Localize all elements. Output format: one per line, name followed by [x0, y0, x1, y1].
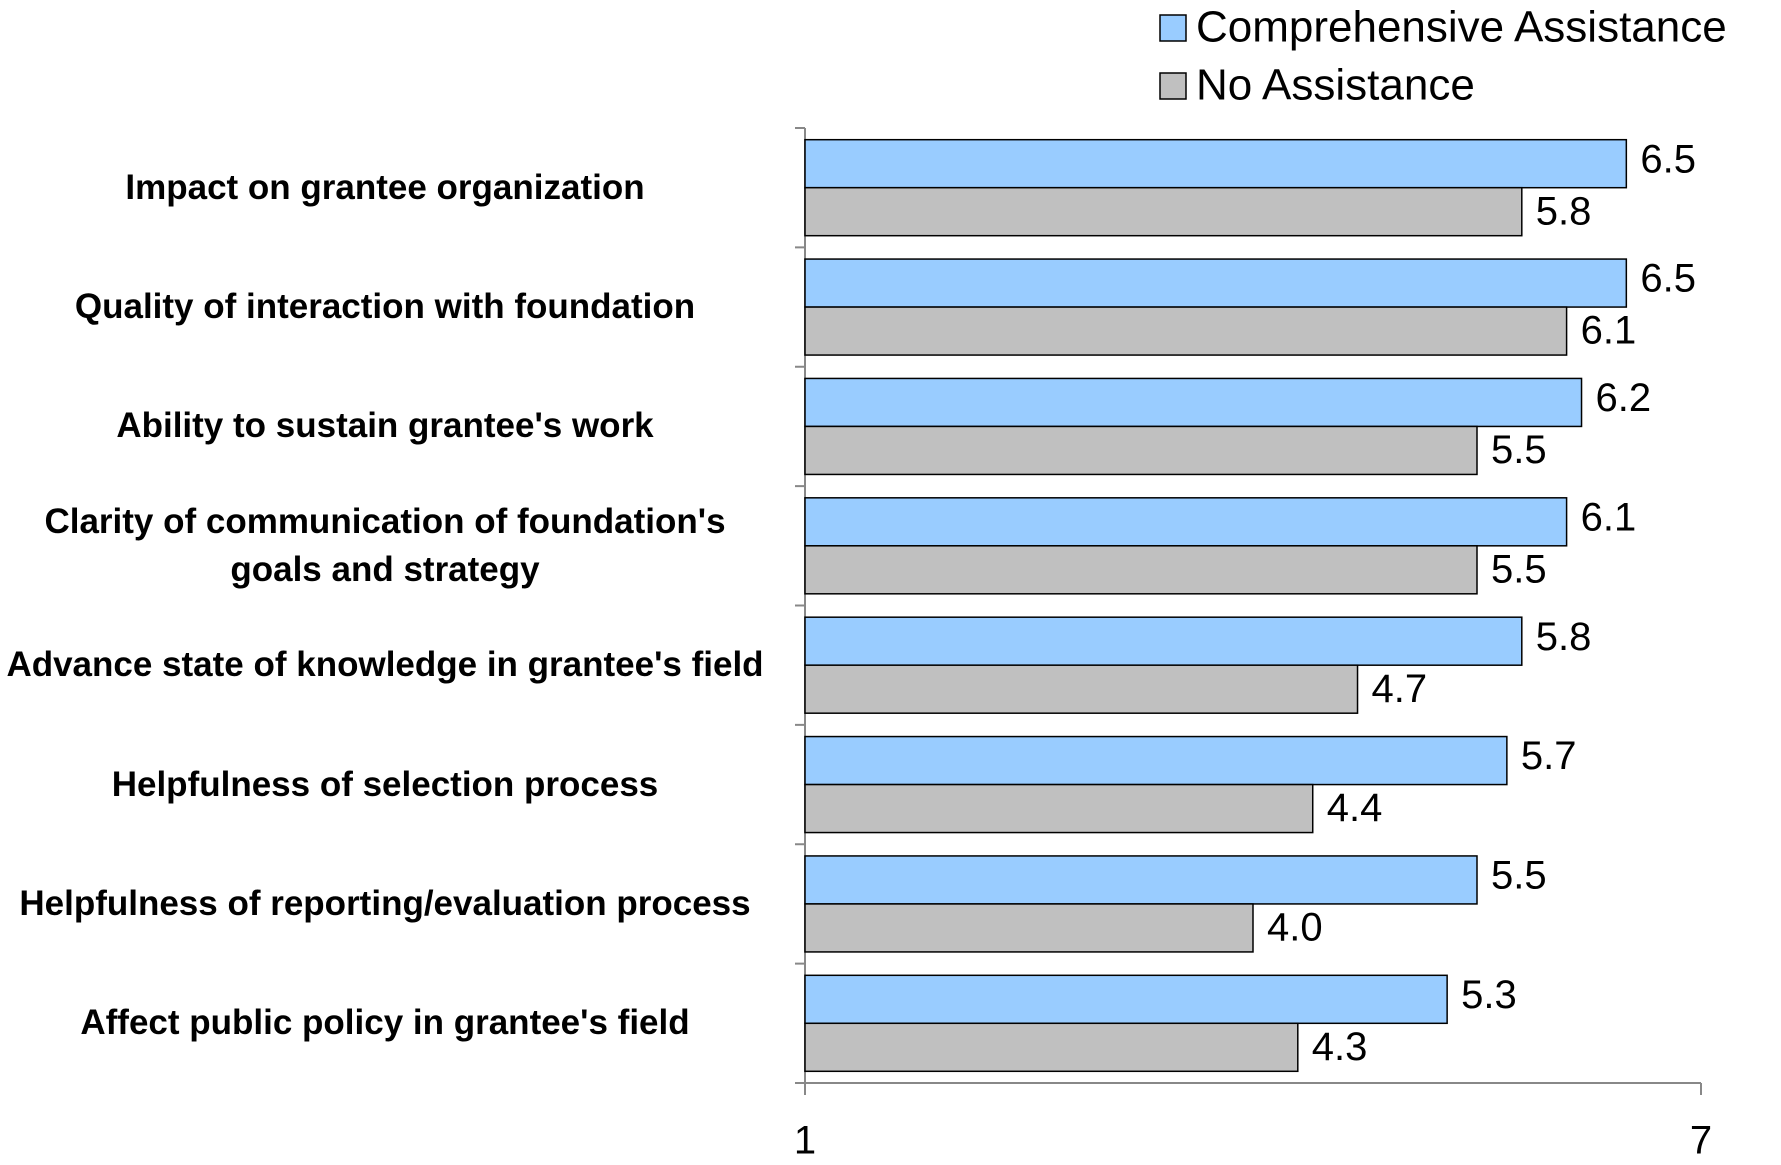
- bar: [804, 138, 1628, 189]
- bar: [804, 616, 1523, 666]
- bar: [804, 735, 1508, 786]
- bar: [804, 903, 1254, 953]
- x-tick-label: 7: [1690, 1119, 1712, 1163]
- value-label: 4.3: [1312, 1025, 1368, 1069]
- bar: [804, 425, 1478, 476]
- bar: [804, 664, 1359, 714]
- bar: [804, 377, 1583, 428]
- value-label: 6.1: [1581, 309, 1637, 353]
- value-label: 5.3: [1461, 973, 1517, 1017]
- category-label: Ability to sustain grantee's work: [116, 406, 654, 446]
- value-label: 5.8: [1536, 189, 1592, 233]
- bar: [804, 497, 1568, 547]
- category-label: Impact on grantee organization: [125, 167, 645, 207]
- value-label: 4.4: [1327, 786, 1383, 830]
- bar: [804, 186, 1523, 237]
- value-label: 5.7: [1521, 734, 1577, 778]
- value-label: 5.5: [1491, 547, 1547, 591]
- bar: [804, 306, 1568, 356]
- value-label: 6.1: [1581, 495, 1637, 539]
- bar: [804, 974, 1448, 1025]
- category-label: Advance state of knowledge in grantee's …: [6, 645, 764, 685]
- legend-label: No Assistance: [1196, 61, 1475, 110]
- category-label: Helpfulness of reporting/evaluation proc…: [19, 883, 751, 923]
- category-label: Helpfulness of selection process: [111, 764, 659, 804]
- category-label: Clarity of communication of foundation's…: [44, 501, 726, 589]
- bar: [804, 258, 1628, 308]
- value-label: 5.5: [1491, 854, 1547, 898]
- category-label: Quality of interaction with foundation: [74, 287, 696, 327]
- value-label: 6.2: [1596, 376, 1652, 420]
- value-label: 5.5: [1491, 428, 1547, 472]
- x-tick-label: 1: [794, 1119, 816, 1163]
- value-label: 5.8: [1536, 615, 1592, 659]
- bar: [804, 783, 1314, 834]
- value-label: 6.5: [1640, 137, 1696, 181]
- value-label: 4.0: [1267, 906, 1323, 950]
- legend-swatch: [1159, 72, 1187, 100]
- bar: [804, 855, 1478, 905]
- legend-swatch: [1159, 14, 1187, 42]
- value-label: 6.5: [1640, 257, 1696, 301]
- bar: [804, 1022, 1299, 1073]
- category-label: Affect public policy in grantee's field: [80, 1003, 690, 1043]
- value-label: 4.7: [1372, 667, 1428, 711]
- bar: [804, 545, 1478, 595]
- legend-label: Comprehensive Assistance: [1196, 3, 1727, 52]
